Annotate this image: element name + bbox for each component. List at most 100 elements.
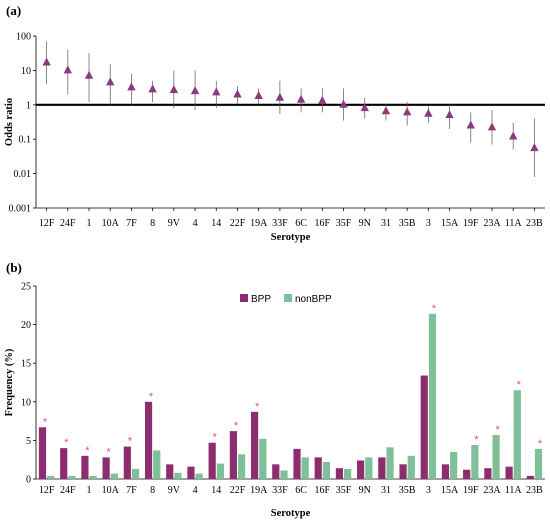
y-tick-label-a: 0.001 (9, 204, 32, 215)
legend-swatch-nonbpp (284, 294, 292, 302)
odds-ratio-point (339, 99, 348, 108)
odds-ratio-point (233, 89, 242, 98)
bar-nonbpp (259, 438, 267, 479)
x-tick-label-b: 7F (126, 485, 137, 496)
bar-bpp (399, 464, 407, 479)
bar-bpp (314, 457, 322, 479)
x-tick-label-a: 31 (381, 218, 391, 229)
odds-ratio-point (148, 84, 157, 93)
odds-ratio-point (487, 122, 497, 131)
significance-marker: * (43, 416, 48, 428)
x-tick-label-b: 9V (168, 485, 181, 496)
bar-nonbpp (153, 450, 161, 479)
y-tick-label-a: 1 (26, 100, 31, 111)
x-tick-label-b: 35B (399, 485, 416, 496)
x-tick-label-a: 12F (39, 218, 55, 229)
bar-bpp (420, 375, 428, 479)
odds-ratio-point (169, 84, 179, 93)
x-tick-label-b: 31 (381, 485, 391, 496)
significance-marker: * (255, 401, 260, 413)
significance-marker: * (495, 424, 500, 436)
odds-ratio-point (318, 95, 327, 104)
x-tick-label-a: 4 (193, 218, 198, 229)
bar-bpp (272, 464, 280, 479)
bar-nonbpp (513, 390, 521, 479)
bar-nonbpp (301, 457, 309, 479)
y-tick-label-b: 20 (21, 320, 31, 331)
bar-nonbpp (322, 462, 331, 479)
significance-marker: * (538, 438, 543, 450)
y-tick-label-b: 25 (21, 282, 31, 293)
x-tick-label-a: 15A (441, 218, 459, 229)
odds-ratio-point (42, 57, 51, 66)
x-tick-label-a: 9V (168, 218, 181, 229)
bar-nonbpp (450, 451, 458, 479)
x-tick-label-b: 24F (60, 485, 76, 496)
bar-nonbpp (280, 470, 288, 479)
x-tick-label-b: 15A (441, 485, 459, 496)
legend-label-nonbpp: nonBPP (295, 294, 332, 305)
odds-ratio-point (296, 94, 306, 103)
bar-nonbpp (110, 473, 118, 479)
x-tick-label-a: 23B (526, 218, 543, 229)
x-tick-label-a: 14 (211, 218, 221, 229)
odds-ratio-point (254, 91, 263, 100)
bar-nonbpp (68, 475, 76, 479)
odds-ratio-point (530, 143, 539, 152)
y-tick-label-a: 0.1 (19, 135, 32, 146)
bar-bpp (229, 431, 237, 479)
bar-bpp (38, 427, 47, 479)
bar-nonbpp (47, 475, 55, 479)
x-tick-label-a: 35B (399, 218, 416, 229)
odds-ratio-point (445, 110, 454, 119)
bar-nonbpp (428, 313, 437, 479)
odds-ratio-point (360, 103, 369, 112)
bar-bpp (463, 469, 471, 479)
frequency-bar-chart: (b) 0 5 10 15 20 25 * 12F * 24F * 1 * 10A * 7F * 8 9V 4 * 14 * 2… (4, 260, 545, 519)
y-axis-label-a: Odds ratio (4, 98, 15, 146)
bar-bpp (187, 466, 195, 479)
bar-bpp (102, 457, 110, 479)
significance-marker: * (517, 379, 522, 391)
x-tick-label-b: 23A (483, 485, 501, 496)
y-tick-label-a: 100 (16, 32, 31, 43)
legend-label-bpp: BPP (251, 294, 271, 305)
x-tick-label-a: 11A (505, 218, 523, 229)
x-axis-label-a: Serotype (271, 232, 311, 243)
x-tick-label-a: 23A (483, 218, 501, 229)
y-axis-label-b: Frequency (%) (4, 348, 15, 416)
odds-ratio-point (275, 92, 285, 101)
legend-swatch-bpp (240, 294, 248, 302)
bar-bpp (293, 448, 301, 479)
y-tick-label-b: 15 (21, 359, 31, 370)
x-tick-label-b: 16F (315, 485, 331, 496)
bar-nonbpp (216, 463, 224, 479)
bar-bpp (123, 446, 131, 479)
bar-bpp (81, 455, 89, 479)
bar-nonbpp (386, 447, 394, 479)
significance-marker: * (106, 446, 111, 458)
x-tick-label-a: 19F (463, 218, 479, 229)
x-tick-label-a: 16F (315, 218, 331, 229)
bar-nonbpp (534, 448, 543, 479)
odds-ratio-point (212, 87, 221, 96)
bar-nonbpp (131, 468, 140, 479)
significance-marker: * (474, 434, 479, 446)
y-tick-label-b: 10 (21, 397, 31, 408)
x-tick-label-a: 3 (426, 218, 431, 229)
odds-ratio-point (466, 120, 475, 129)
x-tick-label-a: 6C (295, 218, 307, 229)
x-tick-label-a: 9N (359, 218, 371, 229)
x-tick-label-b: 11A (505, 485, 523, 496)
odds-ratio-chart: (a) 0.001 0.01 0.1 1 10 100 12F 24F 1 10A 7F 8 9V 4 14 2… (4, 3, 545, 243)
x-tick-label-b: 19F (463, 485, 479, 496)
odds-ratio-point (190, 86, 200, 95)
y-tick-label-b: 0 (26, 475, 31, 486)
bar-nonbpp (89, 475, 97, 479)
bar-nonbpp (471, 445, 479, 479)
bar-bpp (250, 411, 259, 479)
significance-marker: * (234, 420, 239, 432)
x-tick-label-a: 33F (272, 218, 288, 229)
bar-nonbpp (365, 457, 373, 479)
